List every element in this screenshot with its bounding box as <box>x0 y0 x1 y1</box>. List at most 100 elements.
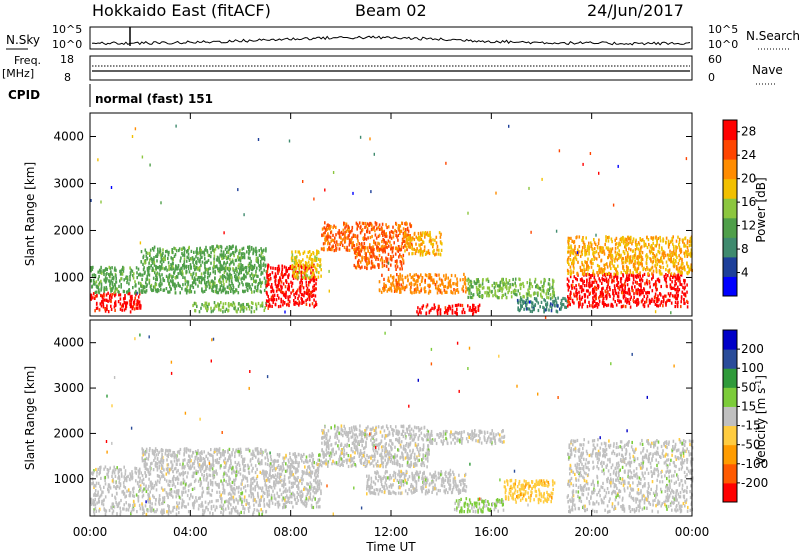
power-cell <box>598 277 600 281</box>
power-cell <box>147 251 149 255</box>
velocity-cell <box>187 502 190 506</box>
power-cell <box>179 291 181 295</box>
power-cell <box>568 246 571 250</box>
velocity-cell <box>208 467 210 471</box>
power-cell <box>477 278 479 282</box>
power-cell <box>623 289 626 293</box>
power-cell <box>246 287 248 292</box>
power-cell <box>119 279 121 283</box>
power-cell <box>663 252 665 256</box>
power-cell <box>141 277 143 281</box>
power-cell <box>369 243 371 247</box>
power-cell <box>207 279 210 283</box>
power-cell <box>251 268 254 272</box>
power-cell <box>194 302 196 306</box>
power-cell <box>430 276 433 280</box>
power-cell <box>156 265 159 270</box>
power-cell <box>209 255 212 259</box>
power-cell <box>468 278 470 282</box>
power-cell <box>219 285 222 289</box>
power-cell <box>236 278 239 282</box>
power-cell <box>297 296 299 301</box>
power-cell <box>473 307 475 311</box>
power-cell <box>643 272 646 276</box>
power-cell <box>628 274 630 278</box>
power-cell <box>288 273 290 277</box>
power-cell <box>440 241 442 245</box>
velocity-cell <box>197 507 200 511</box>
power-cell <box>298 265 301 269</box>
power-cell <box>294 301 296 305</box>
power-cell <box>610 272 612 276</box>
power-cell <box>652 236 654 240</box>
power-cell <box>274 278 277 282</box>
power-cell <box>383 277 385 281</box>
velocity-cell <box>144 466 147 471</box>
power-cell <box>201 276 203 280</box>
power-cell <box>573 260 575 264</box>
power-cell <box>109 295 111 299</box>
velocity-cell <box>177 477 180 481</box>
power-cell <box>655 260 657 264</box>
power-cell <box>190 273 192 277</box>
power-cell <box>581 268 583 272</box>
power-cell <box>633 292 635 296</box>
power-cell <box>655 288 658 292</box>
power-cell <box>400 264 403 268</box>
power-cell <box>220 253 223 257</box>
power-cell <box>165 265 167 270</box>
power-cell <box>245 307 248 311</box>
power-cell <box>228 277 230 281</box>
power-cell <box>160 258 163 262</box>
power-cell <box>616 258 619 262</box>
power-cell <box>312 277 314 281</box>
power-cell <box>590 261 593 265</box>
power-cell <box>311 261 314 265</box>
power-cell <box>183 260 186 264</box>
power-cell <box>301 270 304 274</box>
power-cell <box>612 289 614 293</box>
power-cell <box>658 243 661 247</box>
power-cell <box>396 259 398 263</box>
power-cell <box>216 291 218 295</box>
power-cell <box>415 287 417 291</box>
nsky-label: N.Sky <box>6 33 40 47</box>
power-cell <box>445 273 447 277</box>
velocity-cell <box>232 466 234 470</box>
power-cell <box>242 268 244 272</box>
power-cell <box>596 246 599 250</box>
power-cell <box>232 288 234 292</box>
power-cell <box>301 298 303 302</box>
velocity-cell <box>144 471 147 475</box>
power-cell <box>194 265 196 269</box>
power-cell <box>639 252 642 256</box>
velocity-cell <box>206 491 209 495</box>
velocity-cell <box>106 472 108 476</box>
velocity-cell <box>194 471 196 475</box>
power-cell <box>597 284 600 289</box>
date-title: 24/Jun/2017 <box>587 1 684 20</box>
power-cell <box>595 292 597 296</box>
velocity-cell <box>108 483 111 487</box>
power-cell <box>476 292 479 296</box>
power-cell <box>540 280 542 284</box>
power-cell <box>269 304 271 308</box>
power-cell <box>656 299 659 303</box>
power-cell <box>326 223 329 228</box>
power-cell <box>137 306 139 310</box>
power-cell <box>350 240 352 245</box>
power-cell <box>670 259 672 263</box>
power-cell <box>674 304 676 309</box>
power-cell <box>585 273 587 277</box>
power-cell <box>223 267 225 271</box>
power-cell <box>432 281 434 285</box>
power-cell <box>368 230 371 234</box>
power-cell <box>364 236 366 240</box>
power-cell <box>633 267 636 271</box>
power-cell <box>288 285 290 289</box>
power-cell <box>160 255 163 260</box>
power-cell <box>263 268 265 272</box>
power-cell <box>93 273 95 277</box>
power-cell <box>146 256 149 260</box>
